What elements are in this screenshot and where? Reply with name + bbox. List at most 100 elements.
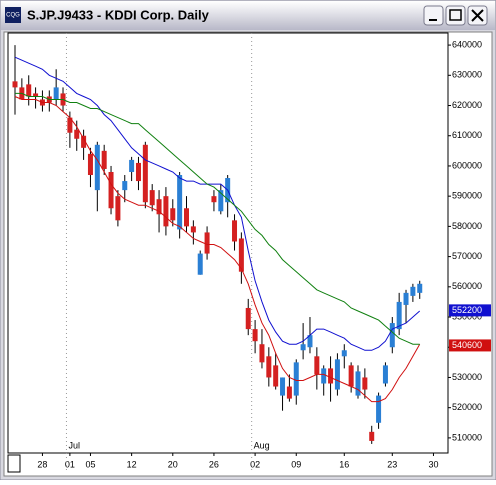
month-label: Jul	[68, 440, 80, 450]
candle-body	[348, 365, 354, 387]
plot: 5100005200005300005400005500005600005700…	[12, 33, 491, 473]
x-tick-label: 01	[65, 459, 75, 469]
x-tick-label: 05	[85, 459, 95, 469]
candle-body	[293, 362, 299, 396]
candle-body	[33, 93, 39, 97]
y-tick-label: 560000	[452, 281, 482, 291]
x-tick-label: 26	[209, 459, 219, 469]
x-tick-label: 16	[339, 459, 349, 469]
month-label: Aug	[254, 440, 270, 450]
app-icon	[5, 7, 21, 23]
candle-body	[362, 377, 368, 390]
x-tick-label: 02	[250, 459, 260, 469]
moving-average-line	[14, 56, 421, 351]
candle-body	[12, 81, 18, 88]
corner-box	[7, 454, 21, 473]
maximize-button[interactable]	[445, 5, 466, 26]
candle-body	[204, 232, 210, 254]
candle-body	[211, 196, 217, 203]
candle-body	[280, 377, 286, 396]
price-label-box	[449, 339, 491, 352]
y-tick-label: 550000	[452, 311, 482, 321]
price-label: 552200	[452, 305, 482, 315]
x-tick-label: 12	[127, 459, 137, 469]
candle-body	[410, 286, 416, 296]
candle-body	[53, 87, 59, 100]
moving-average-line	[15, 92, 420, 345]
y-tick-label: 580000	[452, 221, 482, 231]
candle-body	[238, 238, 244, 272]
x-tick-label: 30	[428, 459, 438, 469]
candle-body	[67, 117, 73, 133]
candle-body	[218, 190, 224, 212]
candle-body	[389, 323, 395, 348]
candle-body	[341, 350, 347, 357]
candle-body	[307, 335, 313, 348]
candle-body	[328, 368, 334, 384]
candle-body	[156, 199, 162, 215]
candle-body	[314, 356, 320, 375]
candle-body	[321, 368, 327, 384]
candle-body	[101, 150, 107, 169]
candle-body	[129, 159, 135, 172]
candle-body	[382, 365, 388, 384]
x-tick-label: 28	[37, 459, 47, 469]
candle-body	[266, 356, 272, 378]
y-tick-label: 630000	[452, 70, 482, 80]
candle-body	[197, 253, 203, 275]
candle-body	[376, 395, 382, 423]
candle-body	[396, 301, 402, 330]
candle-body	[355, 371, 361, 396]
candle-body	[232, 220, 238, 242]
candle-body	[403, 292, 409, 305]
x-tick-label: 09	[291, 459, 301, 469]
candle-body	[170, 208, 176, 221]
candle-body	[142, 144, 148, 203]
candle-body	[135, 162, 141, 182]
y-tick-label: 530000	[452, 372, 482, 382]
candle-body	[369, 431, 375, 441]
moving-average-line	[14, 96, 421, 403]
y-tick-label: 610000	[452, 130, 482, 140]
y-tick-label: 520000	[452, 402, 482, 412]
candle-body	[259, 344, 265, 363]
maximize-glyph	[449, 9, 462, 21]
candle-body	[94, 144, 100, 191]
minimize-button[interactable]	[423, 5, 444, 26]
candle-body	[81, 135, 87, 148]
candle-body	[26, 84, 32, 97]
candle-body	[286, 386, 292, 399]
y-tick-label: 620000	[452, 100, 482, 110]
candle-body	[184, 208, 189, 227]
candle-body	[190, 226, 196, 233]
candle-body	[273, 365, 279, 387]
y-tick-label: 570000	[452, 251, 482, 261]
close-glyph	[471, 9, 484, 22]
candle-body	[334, 359, 340, 390]
y-tick-label: 600000	[452, 160, 482, 170]
window-buttons[interactable]	[423, 5, 488, 26]
icon-glyph: CQG	[6, 13, 20, 19]
candle-body	[149, 190, 155, 206]
candle-body	[108, 171, 114, 209]
price-label-box	[449, 304, 491, 317]
candle-body	[417, 283, 423, 293]
candle-body	[300, 344, 306, 351]
candle-body	[245, 307, 251, 330]
candle-body	[252, 329, 258, 342]
window-title: S.JP.J9433 - KDDI Corp. Daily	[27, 7, 210, 22]
candle-body	[177, 175, 183, 230]
candle-body	[115, 196, 121, 221]
candle-body	[87, 153, 93, 176]
price-label: 540600	[452, 340, 482, 350]
title-bar	[1, 1, 495, 30]
candle-body	[74, 129, 80, 139]
x-tick-label: 20	[168, 459, 178, 469]
plot-frame	[7, 32, 449, 454]
y-tick-label: 510000	[452, 432, 482, 442]
y-tick-label: 640000	[452, 39, 482, 49]
candle-body	[163, 196, 169, 227]
y-tick-label: 590000	[452, 191, 482, 201]
x-tick-label: 23	[387, 459, 397, 469]
